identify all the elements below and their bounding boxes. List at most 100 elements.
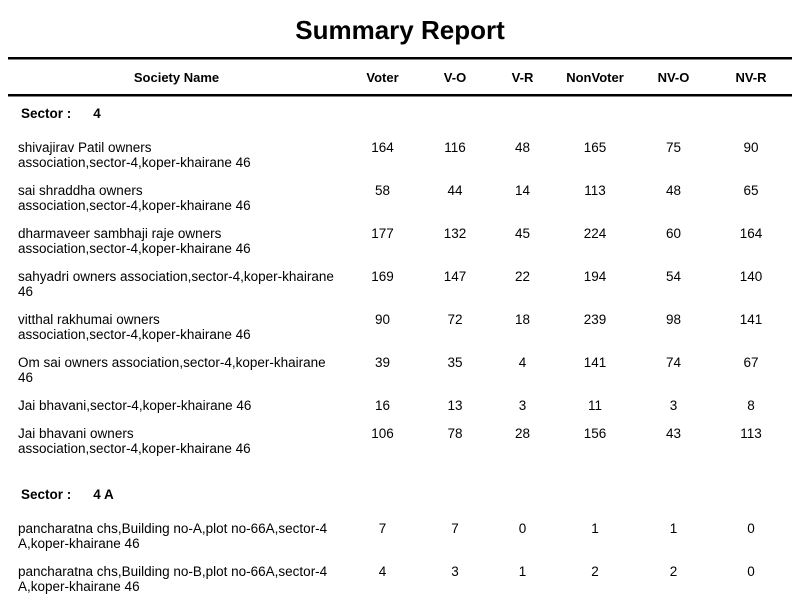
- society-row: Om sai owners association,sector-4,koper…: [8, 342, 792, 385]
- nv-r-cell: 8: [747, 398, 755, 413]
- nonvoter-cell: 194: [583, 269, 607, 284]
- society-name-cell: Jai bhavani,sector-4,koper-khairane 46: [18, 398, 252, 413]
- nv-r-cell: 65: [743, 183, 759, 198]
- nonvoter-cell: 1: [591, 521, 599, 536]
- nonvoter-cell: 141: [583, 355, 607, 370]
- header-bottom-rule: [8, 94, 792, 97]
- society-row: vitthal rakhumai owners association,sect…: [8, 299, 792, 342]
- column-header-voter: Voter: [366, 70, 399, 85]
- nv-o-cell: 1: [669, 521, 678, 536]
- nonvoter-cell: 11: [587, 398, 602, 413]
- v-o-cell: 13: [447, 398, 463, 413]
- v-o-cell: 3: [451, 564, 459, 579]
- sector-section: Sector : 4 shivajirav Patil owners associ…: [8, 97, 792, 456]
- nv-o-cell: 2: [669, 564, 678, 579]
- sector-section: Sector : 4 A pancharatna chs,Building no-…: [8, 478, 792, 594]
- society-row: sai shraddha owners association,sector-4…: [8, 170, 792, 213]
- society-name-cell: pancharatna chs,Building no-B,plot no-66…: [18, 564, 328, 594]
- nonvoter-cell: 156: [583, 426, 607, 441]
- society-name-cell: Om sai owners association,sector-4,koper…: [18, 355, 326, 385]
- nv-o-cell: 60: [665, 226, 682, 241]
- society-name-cell: Jai bhavani owners association,sector-4,…: [18, 426, 251, 456]
- sector-value: 4 A: [93, 487, 114, 502]
- column-header-nv-r: NV-R: [735, 70, 767, 85]
- v-r-cell: 28: [514, 426, 531, 441]
- nv-o-cell: 54: [665, 269, 682, 284]
- voter-cell: 7: [378, 521, 387, 536]
- v-r-cell: 0: [518, 521, 527, 536]
- society-row: dharmaveer sambhaji raje owners associat…: [8, 213, 792, 256]
- column-header-nv-o: NV-O: [657, 70, 690, 85]
- sector-value: 4: [93, 106, 101, 121]
- column-header-nonvoter: NonVoter: [566, 70, 624, 85]
- table-header-row: Society Name Voter V-O V-R NonVoter NV-O…: [8, 60, 792, 94]
- voter-cell: 177: [371, 226, 394, 241]
- sector-rows: pancharatna chs,Building no-A,plot no-66…: [8, 503, 792, 594]
- sector-rows: shivajirav Patil owners association,sect…: [8, 122, 792, 456]
- nv-o-cell: 48: [665, 183, 682, 198]
- society-row: shivajirav Patil owners association,sect…: [8, 122, 792, 170]
- v-o-cell: 44: [447, 183, 463, 198]
- column-header-v-r: V-R: [511, 70, 534, 85]
- v-o-cell: 78: [447, 426, 463, 441]
- v-o-cell: 35: [447, 355, 463, 370]
- nv-r-cell: 0: [747, 564, 755, 579]
- nv-r-cell: 113: [740, 426, 762, 441]
- nv-o-cell: 74: [665, 355, 682, 370]
- society-row: Jai bhavani,sector-4,koper-khairane 46 1…: [8, 385, 792, 413]
- society-name-cell: dharmaveer sambhaji raje owners associat…: [18, 226, 251, 256]
- society-row: sahyadri owners association,sector-4,kop…: [8, 256, 792, 299]
- v-o-cell: 132: [443, 226, 467, 241]
- voter-cell: 106: [371, 426, 394, 441]
- sector-heading: Sector : 4 A: [8, 478, 792, 503]
- nonvoter-cell: 2: [591, 564, 599, 579]
- v-r-cell: 18: [514, 312, 531, 327]
- header-top-rule: [8, 57, 792, 60]
- column-header-v-o: V-O: [443, 70, 467, 85]
- nv-r-cell: 0: [747, 521, 755, 536]
- sector-label: Sector :: [21, 487, 72, 502]
- voter-cell: 164: [371, 140, 394, 155]
- nv-o-cell: 3: [669, 398, 678, 413]
- voter-cell: 90: [374, 312, 391, 327]
- sector-heading: Sector : 4: [8, 97, 792, 122]
- voter-cell: 39: [374, 355, 391, 370]
- sector-label: Sector :: [21, 106, 72, 121]
- nv-o-cell: 43: [665, 426, 682, 441]
- v-o-cell: 7: [451, 521, 459, 536]
- v-o-cell: 72: [447, 312, 463, 327]
- society-row: pancharatna chs,Building no-A,plot no-66…: [8, 503, 792, 551]
- voter-cell: 58: [374, 183, 391, 198]
- society-name-cell: pancharatna chs,Building no-A,plot no-66…: [18, 521, 328, 551]
- voter-cell: 16: [374, 398, 391, 413]
- v-o-cell: 116: [444, 140, 466, 155]
- nv-r-cell: 140: [739, 269, 763, 284]
- voter-cell: 169: [371, 269, 394, 284]
- society-row: pancharatna chs,Building no-B,plot no-66…: [8, 551, 792, 594]
- v-r-cell: 48: [514, 140, 531, 155]
- society-name-cell: sai shraddha owners association,sector-4…: [18, 183, 251, 213]
- report-body: Sector : 4 shivajirav Patil owners associ…: [8, 97, 792, 594]
- nonvoter-cell: 239: [583, 312, 607, 327]
- society-name-cell: sahyadri owners association,sector-4,kop…: [18, 269, 334, 299]
- voter-cell: 4: [378, 564, 387, 579]
- nonvoter-cell: 165: [583, 140, 607, 155]
- v-r-cell: 4: [518, 355, 527, 370]
- nv-r-cell: 164: [739, 226, 763, 241]
- nv-r-cell: 67: [743, 355, 759, 370]
- nv-r-cell: 141: [739, 312, 763, 327]
- v-r-cell: 45: [514, 226, 531, 241]
- nonvoter-cell: 113: [584, 183, 606, 198]
- v-o-cell: 147: [443, 269, 467, 284]
- v-r-cell: 14: [514, 183, 531, 198]
- v-r-cell: 3: [518, 398, 527, 413]
- society-name-cell: vitthal rakhumai owners association,sect…: [18, 312, 251, 342]
- nv-o-cell: 98: [665, 312, 682, 327]
- society-row: Jai bhavani owners association,sector-4,…: [8, 413, 792, 456]
- column-header-society-name: Society Name: [133, 70, 220, 85]
- page-title: Summary Report: [295, 15, 505, 45]
- society-name-cell: shivajirav Patil owners association,sect…: [18, 140, 251, 170]
- nonvoter-cell: 224: [583, 226, 607, 241]
- nv-o-cell: 75: [665, 140, 682, 155]
